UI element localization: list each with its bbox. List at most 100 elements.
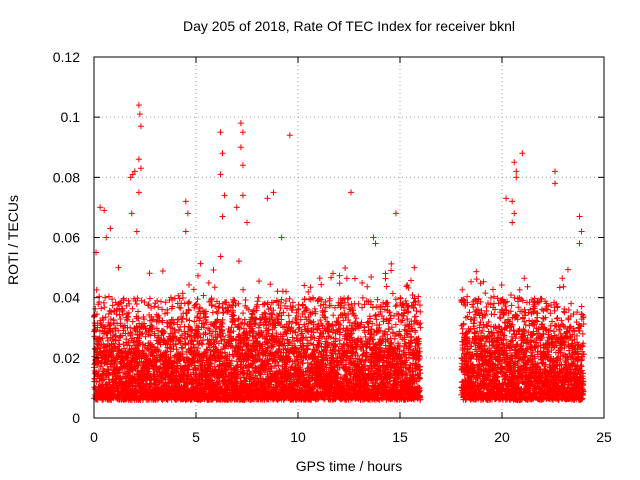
- data-point: [368, 274, 375, 281]
- data-point: [194, 296, 201, 303]
- data-point: [182, 340, 189, 347]
- data-point: [161, 328, 168, 335]
- data-point: [153, 325, 160, 332]
- data-point: [96, 299, 103, 306]
- data-point: [148, 305, 155, 312]
- data-point: [163, 351, 170, 358]
- data-point: [142, 353, 149, 360]
- data-point: [217, 253, 224, 260]
- data-point: [169, 303, 176, 310]
- data-point: [115, 337, 122, 344]
- data-point: [200, 292, 207, 299]
- data-point: [195, 272, 202, 279]
- data-point: [102, 314, 109, 321]
- data-point: [109, 302, 116, 309]
- data-point: [175, 316, 182, 323]
- data-point: [107, 321, 114, 328]
- data-point: [355, 300, 362, 307]
- data-point: [164, 306, 171, 313]
- data-point: [185, 300, 192, 307]
- data-point: [179, 295, 186, 302]
- data-point: [185, 323, 192, 330]
- data-point: [177, 305, 184, 312]
- data-point: [151, 332, 158, 339]
- data-point: [141, 299, 148, 306]
- data-point: [139, 330, 146, 337]
- data-point: [342, 264, 349, 271]
- data-point: [186, 298, 193, 305]
- data-point: [171, 319, 178, 326]
- data-point: [105, 293, 112, 300]
- data-point: [145, 302, 152, 309]
- data-point: [110, 383, 117, 390]
- data-point: [178, 318, 185, 325]
- data-point: [173, 346, 180, 353]
- data-point: [304, 359, 311, 366]
- data-point: [311, 305, 318, 312]
- data-point: [125, 339, 132, 346]
- data-point: [301, 282, 308, 289]
- data-point: [235, 258, 242, 265]
- data-point: [96, 293, 103, 300]
- data-point: [139, 349, 146, 356]
- data-point: [102, 324, 109, 331]
- data-point: [112, 324, 119, 331]
- data-point: [116, 369, 123, 376]
- data-point: [110, 320, 117, 327]
- data-point: [125, 309, 132, 316]
- data-point: [109, 296, 116, 303]
- data-point: [176, 295, 183, 302]
- data-point: [106, 369, 113, 376]
- data-point: [240, 310, 247, 317]
- data-point: [172, 341, 179, 348]
- data-point: [112, 358, 119, 365]
- data-point: [178, 332, 185, 339]
- data-point: [128, 345, 135, 352]
- data-point: [149, 323, 156, 330]
- data-point: [133, 323, 140, 330]
- data-point: [160, 336, 167, 343]
- data-point: [172, 329, 179, 336]
- data-point: [197, 260, 204, 267]
- data-point: [191, 318, 198, 325]
- data-point: [169, 363, 176, 370]
- data-point: [169, 296, 176, 303]
- data-point: [206, 327, 213, 334]
- data-point: [159, 317, 166, 324]
- data-point: [175, 327, 182, 334]
- data-point: [125, 313, 132, 320]
- data-point: [142, 342, 149, 349]
- data-point: [145, 347, 152, 354]
- data-point: [150, 316, 157, 323]
- data-point: [96, 334, 103, 341]
- data-point: [330, 312, 337, 319]
- data-point: [205, 279, 212, 286]
- data-point: [164, 323, 171, 330]
- data-points: [91, 102, 587, 403]
- data-point: [140, 377, 147, 384]
- data-point: [191, 344, 198, 351]
- data-point: [158, 298, 165, 305]
- data-point: [151, 303, 158, 310]
- data-point: [99, 335, 106, 342]
- data-point: [235, 316, 242, 323]
- data-point: [116, 341, 123, 348]
- data-point: [162, 299, 169, 306]
- data-point: [101, 304, 108, 311]
- data-point: [285, 312, 292, 319]
- data-point: [303, 305, 310, 312]
- data-point: [105, 337, 112, 344]
- data-point: [159, 306, 166, 313]
- data-point: [351, 275, 358, 282]
- data-point: [176, 304, 183, 311]
- data-point: [185, 281, 192, 288]
- data-point: [95, 357, 102, 364]
- data-point: [161, 337, 168, 344]
- data-point: [318, 281, 325, 288]
- data-point: [359, 294, 366, 301]
- data-point: [191, 362, 198, 369]
- data-point: [155, 304, 162, 311]
- data-point: [125, 297, 132, 304]
- data-point: [316, 275, 323, 282]
